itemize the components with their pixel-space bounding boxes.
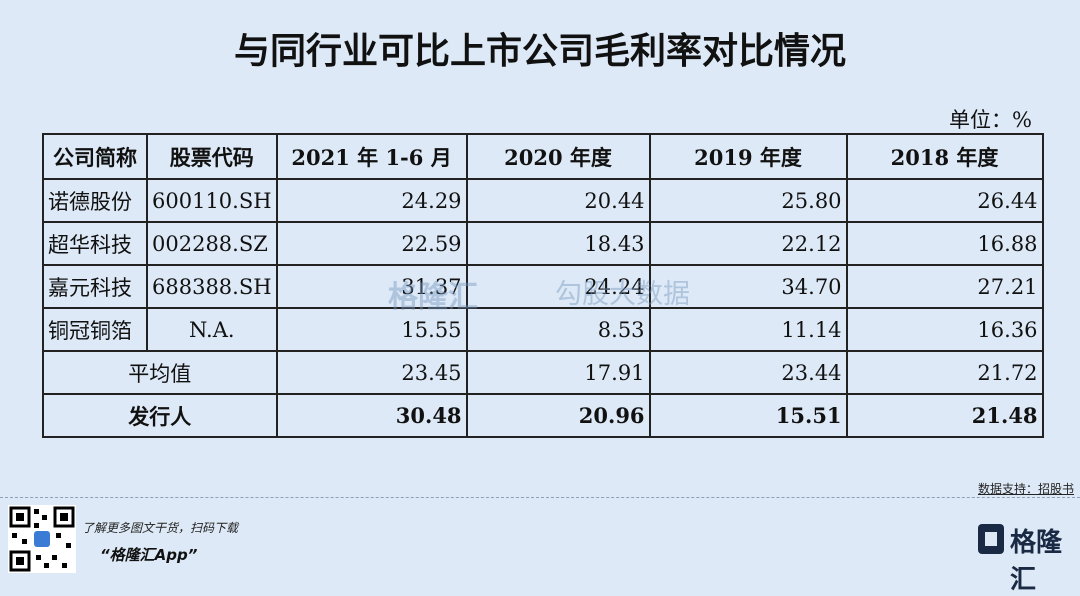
table-cell: 铜冠铜箔 (42, 307, 148, 352)
table-cell: 27.21 (845, 264, 1044, 309)
table-cell: 17.91 (465, 350, 651, 395)
logo-icon (978, 524, 1004, 554)
footer-app: “格隆汇App” (100, 546, 198, 564)
table-cell: 23.45 (275, 350, 468, 395)
footer-prompt: 了解更多图文干货，扫码下载 (82, 521, 239, 535)
table-cell: 15.51 (648, 393, 848, 438)
table-cell: 诺德股份 (42, 178, 148, 223)
table-cell: 发行人 (42, 393, 278, 438)
table-cell: 2018 年度 (845, 133, 1044, 180)
table-cell: 34.70 (648, 264, 848, 309)
table-cell: 公司简称 (42, 133, 148, 180)
table-cell: 30.48 (275, 393, 468, 438)
comparison-table: 公司简称 股票代码 2021 年 1-6 月 2020 年度 2019 年度 2018 年… (42, 133, 1044, 438)
table-cell: 31.37 (275, 264, 468, 309)
table-cell: N.A. (146, 307, 278, 352)
table-cell: 16.36 (845, 307, 1044, 352)
table-cell: 股票代码 (146, 133, 278, 180)
table-cell: 11.14 (648, 307, 848, 352)
table-cell: 21.48 (845, 393, 1044, 438)
table-cell: 22.59 (275, 221, 468, 266)
table-cell: 20.44 (465, 178, 651, 223)
table-cell: 23.44 (648, 350, 848, 395)
table-row: 公司简称 股票代码 2021 年 1-6 月 2020 年度 2019 年度 2018 年… (42, 133, 1044, 180)
table-cell: 超华科技 (42, 221, 148, 266)
qr-code (8, 505, 76, 573)
table-row: 超华科技 002288.SZ 22.59 18.43 22.12 16.88 (42, 221, 1044, 266)
table-cell: 16.88 (845, 221, 1044, 266)
table-cell: 2019 年度 (648, 133, 848, 180)
watermark-partner: 勾股大数据 (555, 279, 690, 310)
table-cell: 688388.SH (146, 264, 278, 309)
footer-logo: 格隆汇 (1010, 528, 1063, 595)
divider (0, 497, 1080, 498)
table-cell: 22.12 (648, 221, 848, 266)
title: 与同行业可比上市公司毛利率对比情况 (233, 31, 846, 72)
table-cell: 20.96 (465, 393, 651, 438)
table-cell: 15.55 (275, 307, 468, 352)
page: 与同行业可比上市公司毛利率对比情况 单位：% 公司简称 股票代码 2021 年 1-… (0, 31, 1080, 595)
table-cell: 21.72 (845, 350, 1044, 395)
table-row: 铜冠铜箔 N.A. 15.55 8.53 11.14 16.36 (42, 307, 1044, 352)
table-cell: 26.44 (845, 178, 1044, 223)
table-cell: 嘉元科技 (42, 264, 148, 309)
table-cell: 24.29 (275, 178, 468, 223)
table-cell: 25.80 (648, 178, 848, 223)
table-row: 发行人 30.48 20.96 15.51 21.48 (42, 393, 1044, 438)
table-row: 嘉元科技 688388.SH 31.37 24.24 34.70 27.21 (42, 264, 1044, 309)
table-cell: 2021 年 1-6 月 (275, 133, 468, 180)
table-cell: 002288.SZ (146, 221, 278, 266)
watermark-brand: 格隆汇 (388, 280, 478, 315)
table-cell: 8.53 (465, 307, 651, 352)
table-cell: 2020 年度 (465, 133, 651, 180)
table-cell: 600110.SH (146, 178, 278, 223)
source-note: 数据支持：招股书 (977, 482, 1074, 496)
table-cell: 18.43 (465, 221, 651, 266)
table-cell: 平均值 (42, 350, 278, 395)
table-row: 诺德股份 600110.SH 24.29 20.44 25.80 26.44 (42, 178, 1044, 223)
table-row: 平均值 23.45 17.91 23.44 21.72 (42, 350, 1044, 395)
table-cell: 24.24 (465, 264, 651, 309)
unit-label: 单位：% (949, 108, 1032, 132)
